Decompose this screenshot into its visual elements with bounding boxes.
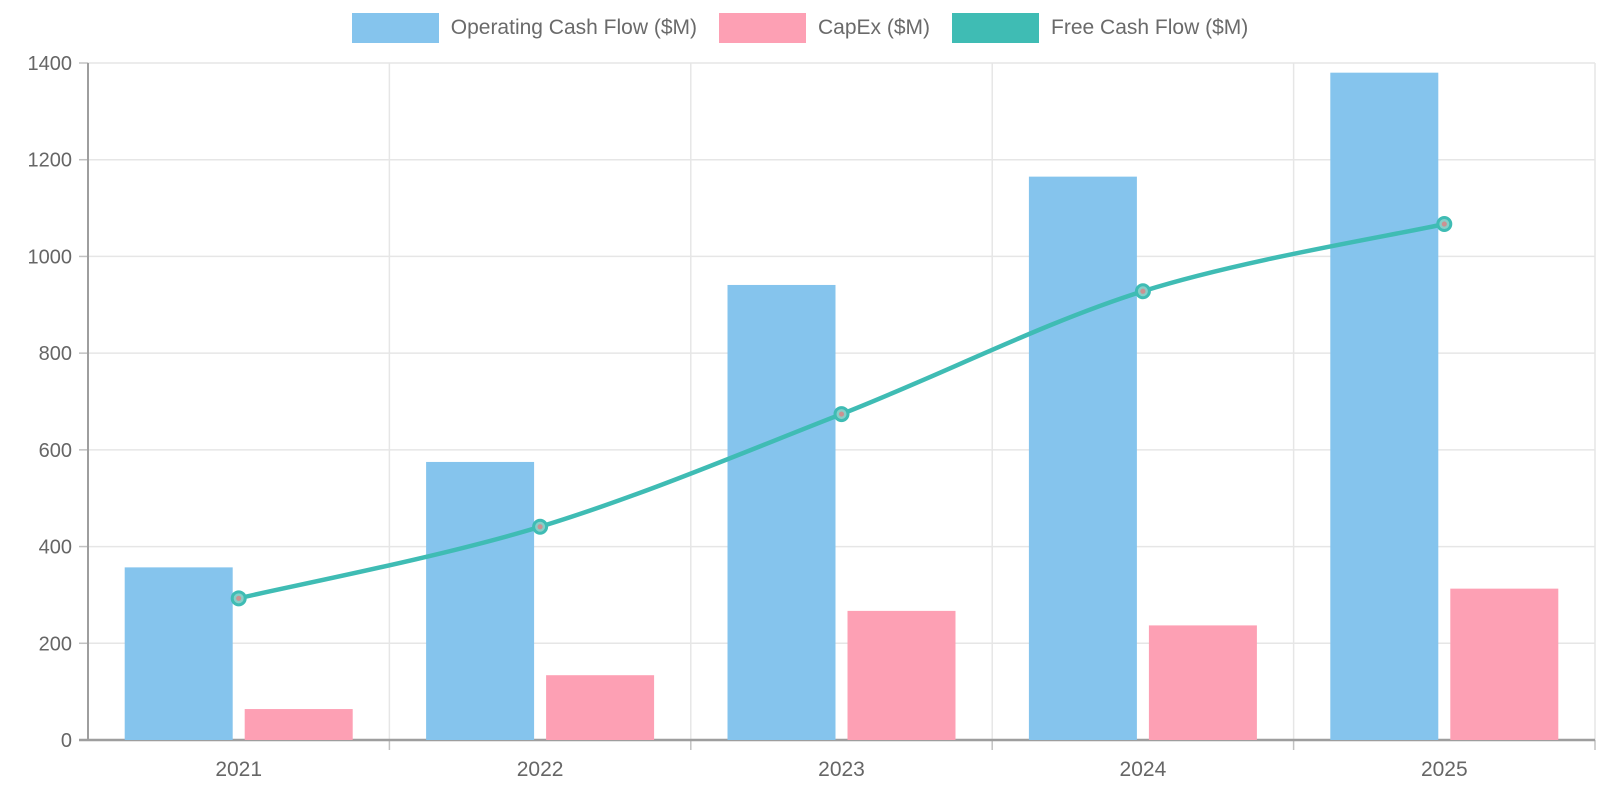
x-category-label-2023: 2023 [818, 758, 865, 781]
bar-operating-cash-flow-2023[interactable] [727, 284, 836, 740]
bar-capex-2022[interactable] [546, 675, 655, 740]
bar-operating-cash-flow-2025[interactable] [1330, 72, 1439, 740]
legend-item-free-cash-flow[interactable]: Free Cash Flow ($M) [952, 13, 1248, 43]
x-category-label-2022: 2022 [517, 758, 564, 781]
bar-operating-cash-flow-2024[interactable] [1028, 176, 1137, 740]
bar-operating-cash-flow-2022[interactable] [426, 461, 535, 740]
free-cash-flow-point-center-2021 [236, 595, 242, 601]
free-cash-flow-point-center-2024 [1140, 288, 1146, 294]
legend-label-operating-cash-flow: Operating Cash Flow ($M) [450, 16, 697, 39]
free-cash-flow-point-center-2022 [537, 524, 543, 530]
legend-item-operating-cash-flow[interactable]: Operating Cash Flow ($M) [351, 13, 697, 43]
legend-label-free-cash-flow: Free Cash Flow ($M) [1051, 16, 1249, 39]
x-category-label-2025: 2025 [1421, 758, 1468, 781]
y-tick-label-400: 400 [39, 537, 72, 559]
legend-swatch-capex [719, 13, 806, 43]
y-tick-label-0: 0 [61, 730, 72, 752]
bar-capex-2025[interactable] [1450, 588, 1559, 740]
legend-swatch-free-cash-flow [952, 13, 1040, 43]
y-tick-label-600: 600 [39, 440, 72, 462]
y-tick-label-200: 200 [39, 633, 72, 655]
bar-capex-2023[interactable] [847, 610, 956, 740]
legend-item-capex[interactable]: CapEx ($M) [719, 13, 930, 43]
y-tick-label-800: 800 [39, 343, 72, 365]
bar-capex-2024[interactable] [1148, 625, 1257, 740]
free-cash-flow-point-center-2025 [1441, 221, 1447, 227]
bar-operating-cash-flow-2021[interactable] [124, 567, 233, 740]
y-tick-label-1400: 1400 [28, 53, 73, 75]
chart-legend: Operating Cash Flow ($M) CapEx ($M) Free… [0, 13, 1600, 43]
free-cash-flow-point-center-2023 [838, 411, 845, 417]
legend-swatch-operating-cash-flow [351, 13, 439, 43]
x-category-label-2024: 2024 [1120, 758, 1167, 781]
bar-capex-2021[interactable] [244, 709, 353, 740]
y-tick-label-1200: 1200 [28, 150, 73, 172]
x-category-label-2021: 2021 [215, 758, 262, 781]
legend-label-capex: CapEx ($M) [818, 16, 931, 39]
y-tick-label-1000: 1000 [28, 246, 73, 268]
